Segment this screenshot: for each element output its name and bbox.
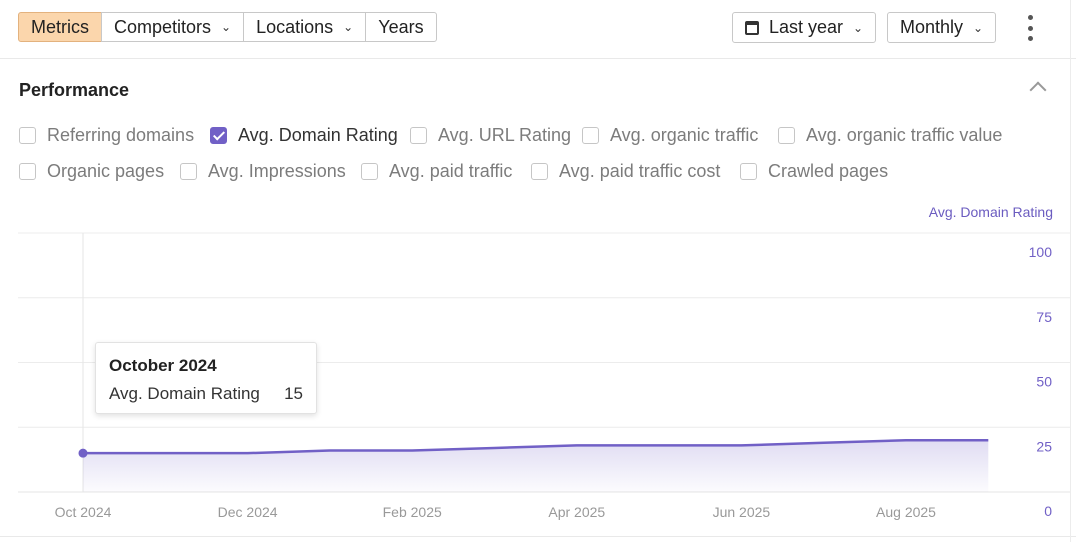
tooltip-label: Avg. Domain Rating: [109, 384, 260, 403]
chevron-up-icon[interactable]: [1029, 81, 1047, 99]
tab-metrics-label: Metrics: [31, 16, 89, 37]
chevron-down-icon: ⌄: [853, 20, 864, 35]
metric-avg-paid-traffic[interactable]: Avg. paid traffic: [361, 161, 512, 182]
view-tabs: Metrics Competitors ⌄ Locations ⌄ Years: [18, 12, 437, 42]
series-area: [83, 440, 989, 492]
x-tick-label: Dec 2024: [218, 504, 278, 520]
metric-avg-paid-traffic-cost[interactable]: Avg. paid traffic cost: [531, 161, 720, 182]
chevron-down-icon: ⌄: [973, 20, 984, 35]
metric-avg-organic-traffic-value[interactable]: Avg. organic traffic value: [778, 125, 1002, 146]
y-tick-label: 75: [1036, 309, 1052, 325]
chevron-down-icon: ⌄: [221, 20, 232, 34]
metric-organic-pages[interactable]: Organic pages: [19, 161, 164, 182]
metric-avg-url-rating[interactable]: Avg. URL Rating: [410, 125, 571, 146]
tab-locations[interactable]: Locations ⌄: [243, 12, 367, 42]
y-tick-label: 0: [1044, 503, 1052, 519]
y-tick-label: 50: [1036, 374, 1052, 390]
x-tick-label: Oct 2024: [55, 504, 112, 520]
checkbox[interactable]: [740, 163, 757, 180]
checkbox[interactable]: [19, 127, 36, 144]
metric-label: Avg. Domain Rating: [238, 125, 398, 145]
checkbox[interactable]: [531, 163, 548, 180]
metric-label: Avg. organic traffic: [610, 125, 759, 145]
divider: [1070, 0, 1071, 542]
interval-dropdown[interactable]: Monthly ⌄: [887, 12, 997, 43]
metric-label: Avg. organic traffic value: [806, 125, 1003, 145]
checkbox[interactable]: [210, 127, 227, 144]
divider: [0, 536, 1076, 537]
tab-locations-label: Locations: [256, 16, 334, 37]
metric-label: Avg. URL Rating: [438, 125, 572, 145]
tab-competitors-label: Competitors: [114, 16, 212, 37]
tab-years-label: Years: [378, 16, 424, 37]
x-tick-label: Feb 2025: [383, 504, 442, 520]
metric-label: Organic pages: [47, 161, 165, 181]
interval-label: Monthly: [900, 17, 964, 37]
x-tick-label: Jun 2025: [713, 504, 771, 520]
checkbox[interactable]: [778, 127, 795, 144]
x-tick-label: Apr 2025: [548, 504, 605, 520]
x-tick-label: Aug 2025: [876, 504, 936, 520]
checkbox[interactable]: [410, 127, 427, 144]
metric-avg-domain-rating[interactable]: Avg. Domain Rating: [210, 125, 398, 146]
highlighted-point: [78, 448, 88, 458]
series-axis-label: Avg. Domain Rating: [928, 204, 1053, 220]
metric-label: Avg. Impressions: [208, 161, 346, 181]
metric-referring-domains[interactable]: Referring domains: [19, 125, 194, 146]
metric-label: Referring domains: [47, 125, 195, 145]
tab-metrics[interactable]: Metrics: [18, 12, 102, 42]
tooltip-title: October 2024: [109, 356, 217, 375]
calendar-icon: [745, 20, 759, 35]
performance-chart[interactable]: 100 75 50 25 0 Oct 2024 Dec 2024 Feb 2025 Apr 20…: [0, 225, 1076, 535]
series-line: [83, 438, 989, 455]
checkbox[interactable]: [582, 127, 599, 144]
date-range-dropdown[interactable]: Last year ⌄: [732, 12, 877, 43]
metric-avg-impressions[interactable]: Avg. Impressions: [180, 161, 346, 182]
metric-label: Avg. paid traffic: [389, 161, 513, 181]
tooltip-value: 15: [284, 384, 303, 403]
tab-years[interactable]: Years: [365, 12, 437, 42]
chart-tooltip: October 2024 Avg. Domain Rating 15: [95, 342, 317, 414]
checkbox[interactable]: [19, 163, 36, 180]
y-tick-label: 100: [1029, 244, 1053, 260]
chevron-down-icon: ⌄: [343, 20, 354, 34]
y-tick-label: 25: [1036, 438, 1052, 454]
section-title: Performance: [19, 80, 130, 100]
toolbar: Metrics Competitors ⌄ Locations ⌄ Years La…: [0, 0, 1076, 59]
metric-avg-organic-traffic[interactable]: Avg. organic traffic: [582, 125, 758, 146]
checkbox[interactable]: [361, 163, 378, 180]
tab-competitors[interactable]: Competitors ⌄: [101, 12, 245, 42]
more-vertical-icon[interactable]: [1020, 15, 1040, 41]
metric-crawled-pages[interactable]: Crawled pages: [740, 161, 888, 182]
metric-label: Avg. paid traffic cost: [559, 161, 721, 181]
metric-label: Crawled pages: [768, 161, 889, 181]
checkbox[interactable]: [180, 163, 197, 180]
date-range-label: Last year: [769, 17, 844, 37]
